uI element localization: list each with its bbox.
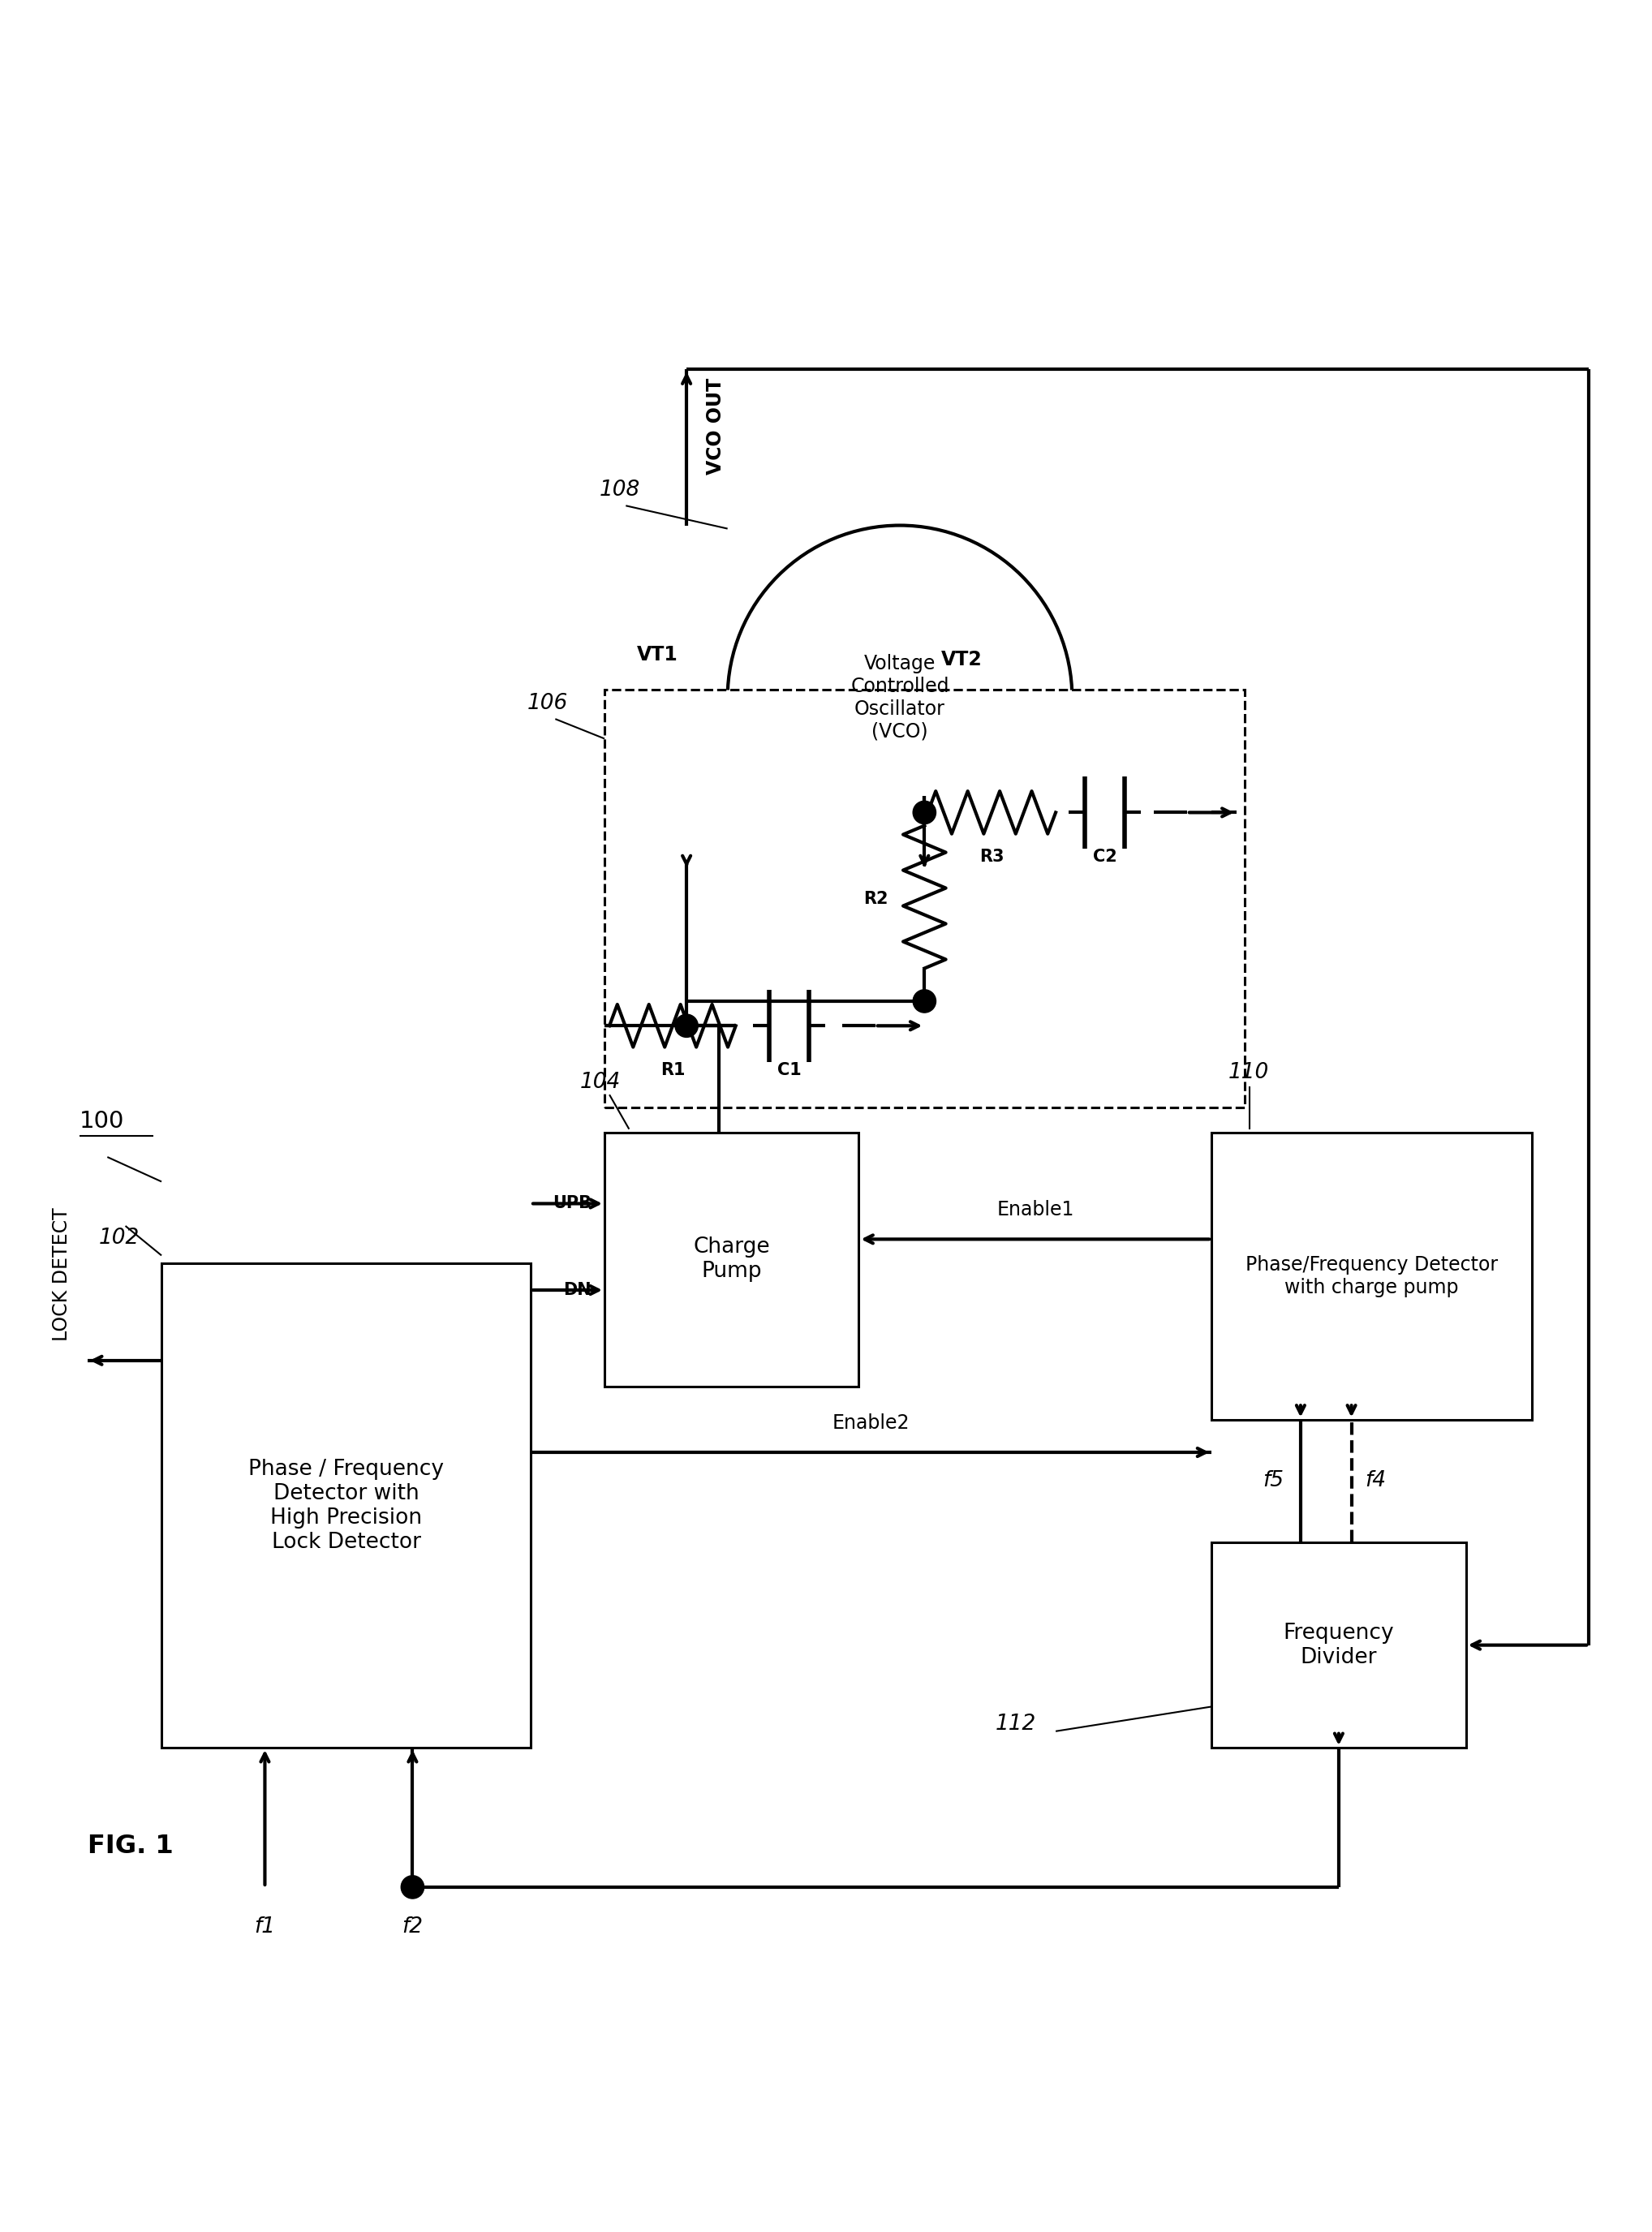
Circle shape xyxy=(914,801,937,824)
Text: 110: 110 xyxy=(1227,1062,1269,1083)
FancyBboxPatch shape xyxy=(1211,1542,1465,1748)
FancyBboxPatch shape xyxy=(605,690,1244,1107)
Text: C2: C2 xyxy=(1094,848,1117,864)
Text: VCO OUT: VCO OUT xyxy=(705,377,725,475)
Circle shape xyxy=(401,1875,425,1899)
Text: Voltage
Controlled
Oscillator
(VCO): Voltage Controlled Oscillator (VCO) xyxy=(851,654,950,741)
Text: VT2: VT2 xyxy=(942,650,981,670)
Text: Phase / Frequency
Detector with
High Precision
Lock Detector: Phase / Frequency Detector with High Pre… xyxy=(248,1457,444,1553)
Text: VT1: VT1 xyxy=(638,645,679,665)
Text: Charge
Pump: Charge Pump xyxy=(694,1237,770,1281)
Text: Phase/Frequency Detector
with charge pump: Phase/Frequency Detector with charge pum… xyxy=(1246,1254,1498,1297)
Text: C1: C1 xyxy=(776,1062,801,1078)
Text: DN: DN xyxy=(563,1281,591,1299)
Text: 100: 100 xyxy=(79,1109,124,1132)
Text: UPB: UPB xyxy=(552,1196,591,1212)
Text: f4: f4 xyxy=(1365,1471,1386,1491)
Text: FIG. 1: FIG. 1 xyxy=(88,1832,173,1859)
Text: f5: f5 xyxy=(1264,1471,1284,1491)
Text: 104: 104 xyxy=(580,1071,621,1094)
FancyBboxPatch shape xyxy=(605,1132,859,1386)
Text: R2: R2 xyxy=(864,891,889,906)
Text: 102: 102 xyxy=(99,1228,140,1248)
Text: Frequency
Divider: Frequency Divider xyxy=(1284,1623,1394,1667)
Text: LOCK DETECT: LOCK DETECT xyxy=(51,1208,71,1341)
Text: R3: R3 xyxy=(980,848,1004,864)
Circle shape xyxy=(914,989,937,1013)
Text: Enable1: Enable1 xyxy=(996,1201,1074,1219)
Text: 108: 108 xyxy=(600,480,641,500)
Text: 112: 112 xyxy=(995,1714,1036,1734)
Text: f2: f2 xyxy=(401,1917,423,1937)
Text: 106: 106 xyxy=(527,692,568,714)
FancyBboxPatch shape xyxy=(1211,1132,1531,1420)
Text: R1: R1 xyxy=(661,1062,686,1078)
FancyBboxPatch shape xyxy=(162,1263,530,1748)
Circle shape xyxy=(676,1013,699,1038)
Text: f1: f1 xyxy=(254,1917,276,1937)
Text: Enable2: Enable2 xyxy=(833,1413,910,1433)
